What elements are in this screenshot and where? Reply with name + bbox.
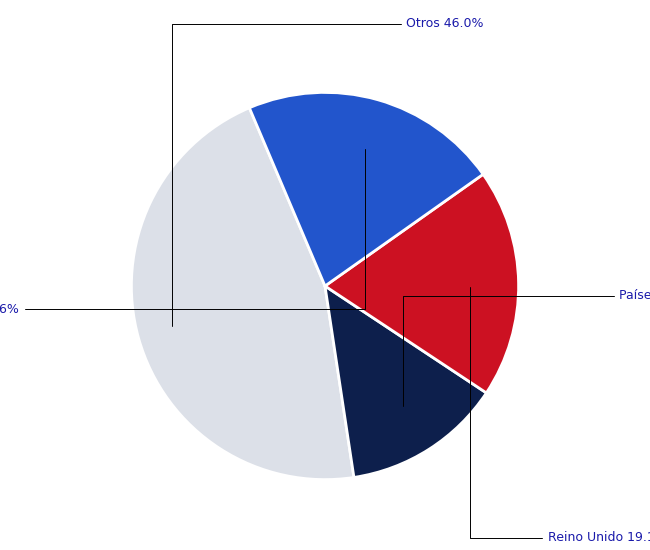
Text: Reino Unido 19.1%: Reino Unido 19.1% [470, 287, 650, 544]
Wedge shape [325, 174, 519, 393]
Wedge shape [131, 108, 354, 480]
Text: Países Bajos 13.3%: Países Bajos 13.3% [403, 289, 650, 406]
Text: Francia 21.6%: Francia 21.6% [0, 149, 365, 316]
Wedge shape [325, 286, 486, 477]
Text: Godelleta - Turistas extranjeros según país - Abril de 2024: Godelleta - Turistas extranjeros según p… [84, 12, 566, 30]
Text: Otros 46.0%: Otros 46.0% [172, 18, 484, 327]
Wedge shape [250, 92, 483, 286]
